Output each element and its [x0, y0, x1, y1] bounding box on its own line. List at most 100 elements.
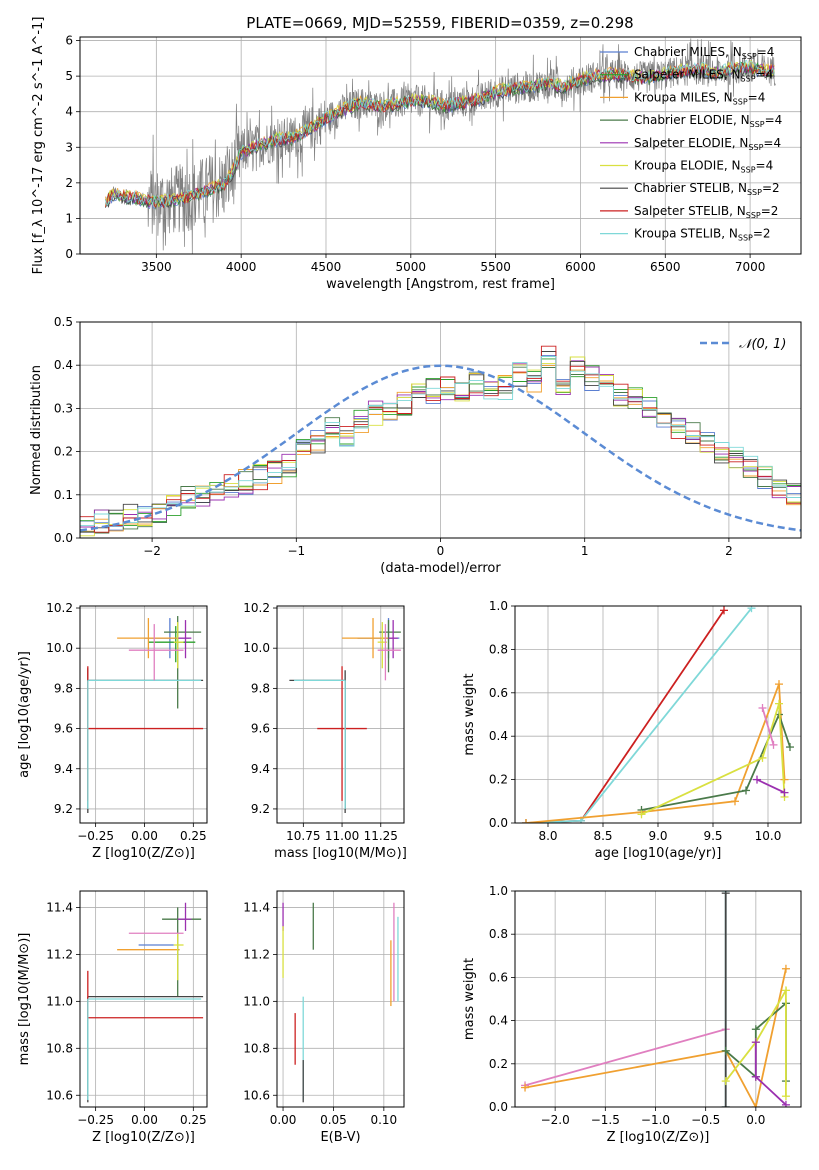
y-tick-label: 9.8: [251, 681, 270, 695]
error-bar-point: [128, 624, 184, 681]
mass-weight-series: [751, 1038, 790, 1107]
legend-entry-sub: SSP: [746, 211, 761, 220]
panel-mass-vs-Z: −0.25 0.00 0.25 10.6 10.8 11.0 11.2 11.4 Z [log1…: [17, 890, 208, 1145]
x-tick-label: 0.0: [746, 1113, 765, 1127]
mass-weight-series: [753, 775, 789, 797]
y-tick-label: 0.2: [489, 773, 508, 787]
y-tick-label: 10.0: [243, 641, 270, 655]
mass-weight-line: [724, 987, 787, 1097]
x-tick-label: −1.5: [591, 1113, 620, 1127]
y-tick-label: 6: [65, 34, 73, 48]
mass-weight-series: [721, 891, 730, 1107]
mass-weight-line: [761, 707, 775, 746]
legend-entry-sub: SSP: [738, 234, 753, 243]
y-tick-label: 0.6: [489, 970, 508, 984]
legend-entry: Salpeter STELIB, NSSP=2: [634, 204, 778, 220]
panels: 3500 4000 4500 5000 5500 6000 6500 7000 0 1 2 3 4 5 6 w…: [17, 17, 802, 1145]
mass-weight-line: [756, 778, 785, 794]
x-tick-label: 4500: [311, 260, 342, 274]
grid-lines: [277, 891, 404, 1107]
y-tick-label: 11.0: [243, 994, 270, 1008]
mass-weight-series: [637, 699, 789, 819]
error-bar-point: [177, 902, 192, 931]
legend-entry-name: Salpeter MILES, N: [634, 68, 741, 82]
y-tick-label: 0: [65, 247, 73, 261]
plot-area: [87, 616, 204, 813]
legend-entry-nssp: =4: [756, 68, 774, 82]
y-axis-label: Flux [f_λ 10^-17 erg cm^-2 s^-1 A^-1]: [31, 17, 46, 275]
mass-weight-line: [641, 703, 786, 816]
y-tick-label: 9.2: [251, 802, 270, 816]
panel-spectrum: 3500 4000 4500 5000 5500 6000 6500 7000 0 1 2 3 4 5 6 w…: [31, 17, 802, 292]
x-axis-label: Z [log10(Z/Z⊙)]: [92, 1130, 195, 1145]
legend-entry-name: Salpeter STELIB, N: [634, 204, 746, 218]
model-spectrum-line: [105, 60, 775, 207]
legend-entry-nssp: =4: [763, 136, 781, 150]
error-bar-point: [388, 620, 398, 659]
y-tick-label: 9.6: [54, 722, 73, 736]
error-bar-point: [173, 622, 184, 669]
x-tick-label: −0.25: [77, 1113, 114, 1127]
error-bar-point: [87, 679, 202, 809]
legend-entry-name: Kroupa STELIB, N: [634, 227, 738, 241]
panel-age-vs-mass: 10.75 11.00 11.25 9.2 9.4 9.6 9.8 10.0 10.2 mass …: [243, 601, 407, 861]
legend-entry-sub: SSP: [741, 166, 756, 175]
legend-entry-name: Salpeter ELODIE, N: [634, 136, 748, 150]
x-tick-label: 11.00: [325, 829, 359, 843]
x-tick-label: 0.00: [270, 1113, 297, 1127]
x-tick-label: 8.5: [593, 829, 612, 843]
legend-entry-sub: SSP: [750, 120, 765, 129]
x-axis-label: mass [log10(M/M⊙)]: [274, 846, 407, 861]
x-tick-label: 6500: [650, 260, 681, 274]
legend-entry-sub: SSP: [733, 97, 748, 106]
legend-entry: Chabrier STELIB, NSSP=2: [634, 181, 780, 197]
y-tick-label: 0.8: [489, 927, 508, 941]
legend-entry-nssp: =2: [761, 204, 779, 218]
x-tick-label: 1: [581, 544, 589, 558]
mass-weight-line: [524, 968, 787, 1107]
y-tick-label: 0.5: [54, 315, 73, 329]
y-tick-label: 0.1: [54, 488, 73, 502]
residual-histogram-step: [80, 345, 801, 533]
residual-histogram-step: [80, 356, 801, 527]
axes-frame: [79, 605, 208, 824]
y-tick-label: 0.0: [54, 531, 73, 545]
x-tick-label: −2: [143, 544, 161, 558]
y-axis-label: mass weight: [462, 958, 477, 1040]
plot-area: [522, 606, 794, 823]
panel-age-vs-Z: −0.25 0.00 0.25 9.2 9.4 9.6 9.8 10.0 10.2 Z [log1…: [17, 601, 208, 861]
x-tick-label: 10.0: [755, 829, 782, 843]
y-tick-label: 1.0: [489, 599, 508, 613]
y-tick-label: 11.2: [46, 947, 73, 961]
y-tick-label: 5: [65, 69, 73, 83]
legend-entry: Salpeter MILES, NSSP=4: [634, 68, 773, 84]
y-tick-label: 0.2: [489, 1057, 508, 1071]
mass-weight-line: [524, 1028, 726, 1087]
y-tick-label: 9.4: [251, 762, 270, 776]
x-tick-label: 5500: [480, 260, 511, 274]
axes-frame: [514, 890, 802, 1108]
legend-entry: Kroupa MILES, NSSP=4: [634, 90, 765, 106]
x-tick-label: 4000: [226, 260, 257, 274]
legend-entry-name: Kroupa ELODIE, N: [634, 159, 741, 173]
y-tick-label: 9.6: [251, 722, 270, 736]
x-tick-label: 9.5: [703, 829, 722, 843]
legend-entry-sub: SSP: [748, 143, 763, 152]
x-tick-label: 10.75: [286, 829, 320, 843]
x-tick-label: −1: [287, 544, 305, 558]
x-tick-label: 11.25: [364, 829, 398, 843]
x-tick-label: 0.05: [320, 1113, 347, 1127]
panel-mass-vs-EBV: 0.00 0.05 0.10 10.6 10.8 11.0 11.2 11.4 E(B-V): [243, 890, 405, 1145]
legend-entry: Salpeter ELODIE, NSSP=4: [634, 136, 781, 152]
legend-entry-nssp: =2: [762, 181, 780, 195]
x-tick-label: −1.0: [641, 1113, 670, 1127]
x-axis-label: wavelength [Angstrom, rest frame]: [326, 277, 555, 292]
y-tick-label: 0.4: [54, 358, 73, 372]
axes-frame: [276, 605, 405, 824]
y-tick-label: 9.2: [54, 802, 73, 816]
legend-entry-nssp: =4: [756, 159, 774, 173]
error-bar-point: [117, 618, 180, 659]
error-bar-point: [294, 679, 346, 809]
x-axis-label: Z [log10(Z/Z⊙)]: [92, 846, 195, 861]
